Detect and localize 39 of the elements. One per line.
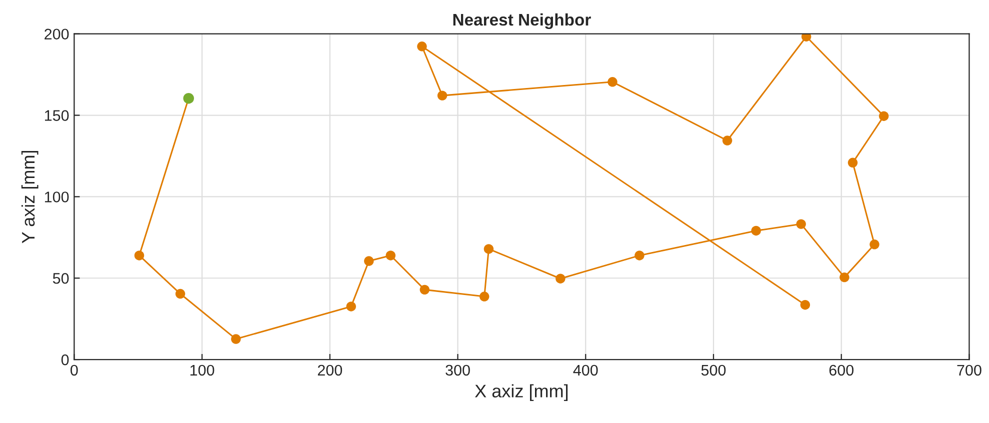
x-tick-label: 200 [318, 364, 342, 376]
chart-title: Nearest Neighbor [453, 13, 591, 30]
y-tick-label: 50 [52, 272, 69, 284]
point [870, 240, 880, 250]
y-axis-title: Y axiz [mm] [21, 150, 38, 244]
point [751, 226, 761, 236]
x-tick-label: 0 [70, 364, 78, 376]
x-tick-label: 100 [190, 364, 214, 376]
x-tick-label: 300 [446, 364, 470, 376]
x-tick-label: 600 [829, 364, 854, 376]
x-tick-label: 700 [957, 364, 982, 376]
x-axis-title: X axiz [mm] [474, 384, 568, 402]
point [484, 244, 494, 254]
y-tick-label: 150 [44, 110, 69, 121]
point [840, 272, 850, 282]
point [634, 250, 644, 260]
point [848, 158, 858, 168]
x-tick-label: 500 [701, 364, 726, 376]
point [364, 256, 374, 266]
point [878, 111, 889, 121]
y-tick-label: 200 [44, 28, 69, 40]
point [420, 284, 430, 295]
point [796, 219, 806, 229]
point [231, 334, 241, 344]
point [134, 250, 144, 260]
point [608, 77, 618, 87]
point [175, 288, 186, 299]
y-tick-label: 100 [44, 192, 69, 202]
x-tick-label: 400 [573, 364, 598, 376]
point [800, 300, 810, 310]
point [556, 274, 566, 284]
point [346, 302, 356, 312]
y-tick-label: 0 [61, 354, 69, 366]
point [417, 42, 427, 52]
point [386, 250, 396, 260]
point [801, 34, 812, 42]
point [480, 292, 490, 302]
point [437, 90, 448, 100]
point [722, 136, 732, 146]
